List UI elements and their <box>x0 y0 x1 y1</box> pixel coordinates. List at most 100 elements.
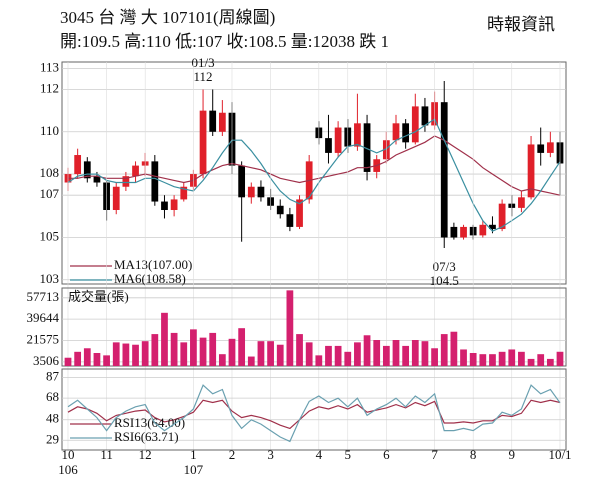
bar <box>257 341 265 366</box>
annotation-value: 112 <box>194 69 213 84</box>
candle-body <box>489 224 496 230</box>
candle-body <box>112 186 120 210</box>
bar <box>363 335 371 366</box>
bar <box>440 334 448 366</box>
line-series <box>68 135 561 196</box>
x-tick-label: 10/1 <box>548 447 571 462</box>
candle-body <box>199 110 207 175</box>
candle-body <box>132 165 139 177</box>
bar <box>325 345 332 366</box>
panel-title: 成交量(張) <box>68 289 129 304</box>
bar <box>267 341 274 366</box>
y-tick-label: 3506 <box>33 353 60 368</box>
bar <box>238 328 246 366</box>
candle-body <box>527 144 535 198</box>
candle-body <box>392 123 400 141</box>
bar <box>546 358 554 366</box>
bar <box>460 349 467 366</box>
candle-body <box>334 127 342 153</box>
y-tick-label: 108 <box>40 165 60 180</box>
annotation-date: 07/3 <box>433 259 456 274</box>
bar <box>354 342 361 366</box>
x-tick-label: 1 <box>190 447 197 462</box>
y-tick-label: 39644 <box>27 310 60 325</box>
bar <box>431 348 438 366</box>
bar <box>190 329 197 366</box>
bar <box>151 334 159 366</box>
bar <box>228 338 236 366</box>
candle-body <box>460 226 467 238</box>
y-tick-label: 112 <box>40 80 59 95</box>
bar <box>247 356 255 366</box>
y-tick-label: 68 <box>46 389 59 404</box>
candle-body <box>180 186 188 200</box>
panel-frame <box>61 287 567 367</box>
candle-body <box>363 123 371 172</box>
bar <box>344 351 352 366</box>
bar <box>209 332 217 366</box>
candle-body <box>170 199 178 210</box>
candle-body <box>286 214 294 227</box>
source: 時報資訊 <box>487 15 555 34</box>
bar <box>334 345 342 366</box>
x-tick-label: 7 <box>431 447 438 462</box>
annotation-date: 01/3 <box>191 55 214 70</box>
candle-body <box>325 138 332 153</box>
line-series <box>67 118 561 232</box>
x-tick-label: 3 <box>267 447 274 462</box>
bar <box>170 332 178 366</box>
bar <box>141 341 149 366</box>
y-tick-label: 29 <box>46 431 59 446</box>
bar <box>392 340 400 366</box>
candle-body <box>122 176 130 187</box>
bar <box>305 342 313 366</box>
bar <box>93 353 101 366</box>
bar <box>199 337 207 366</box>
quote: 開:109.5 高:110 低:107 收:108.5 量:12038 跌 1 <box>60 32 389 51</box>
bar <box>469 353 477 366</box>
candle-body <box>83 161 91 179</box>
candle-body <box>238 165 246 198</box>
candle-body <box>479 224 487 236</box>
y-tick-label: 21575 <box>27 331 60 346</box>
candle-body <box>218 112 226 132</box>
y-tick-label: 87 <box>46 369 60 384</box>
x-year-label: 107 <box>184 462 204 477</box>
bar <box>83 348 91 366</box>
y-tick-label: 57713 <box>27 289 60 304</box>
candle-body <box>411 106 419 143</box>
candle-body <box>354 123 361 147</box>
bar <box>537 354 545 366</box>
y-tick-label: 113 <box>40 59 59 74</box>
candle-body <box>93 176 101 183</box>
x-tick-label: 11 <box>100 447 113 462</box>
candle-body <box>257 186 265 198</box>
x-tick-label: 5 <box>345 447 352 462</box>
y-tick-label: 107 <box>40 186 60 201</box>
bar <box>402 345 410 366</box>
bar <box>498 351 506 366</box>
candle-body <box>450 226 458 238</box>
bar <box>518 351 525 366</box>
legend-label: RSI13(64.00) <box>114 415 185 430</box>
legend-label: RSI6(63.71) <box>114 429 179 444</box>
bar <box>218 354 226 366</box>
bar <box>421 341 429 366</box>
bar <box>296 334 303 366</box>
candle-body <box>247 186 255 198</box>
chart-title: 3045 台 灣 大 107101(周線圖) <box>60 8 275 27</box>
candle-body <box>74 155 82 175</box>
candle-body <box>151 161 159 202</box>
candle-body <box>296 199 303 227</box>
line-series <box>67 384 561 443</box>
bar <box>411 340 419 366</box>
x-tick-label: 8 <box>470 447 477 462</box>
candle-body <box>276 205 284 215</box>
candle-body <box>161 201 168 210</box>
candle-body <box>518 197 525 208</box>
candle-body <box>402 123 410 143</box>
panel-frame <box>61 61 567 285</box>
candle-body <box>440 102 448 238</box>
